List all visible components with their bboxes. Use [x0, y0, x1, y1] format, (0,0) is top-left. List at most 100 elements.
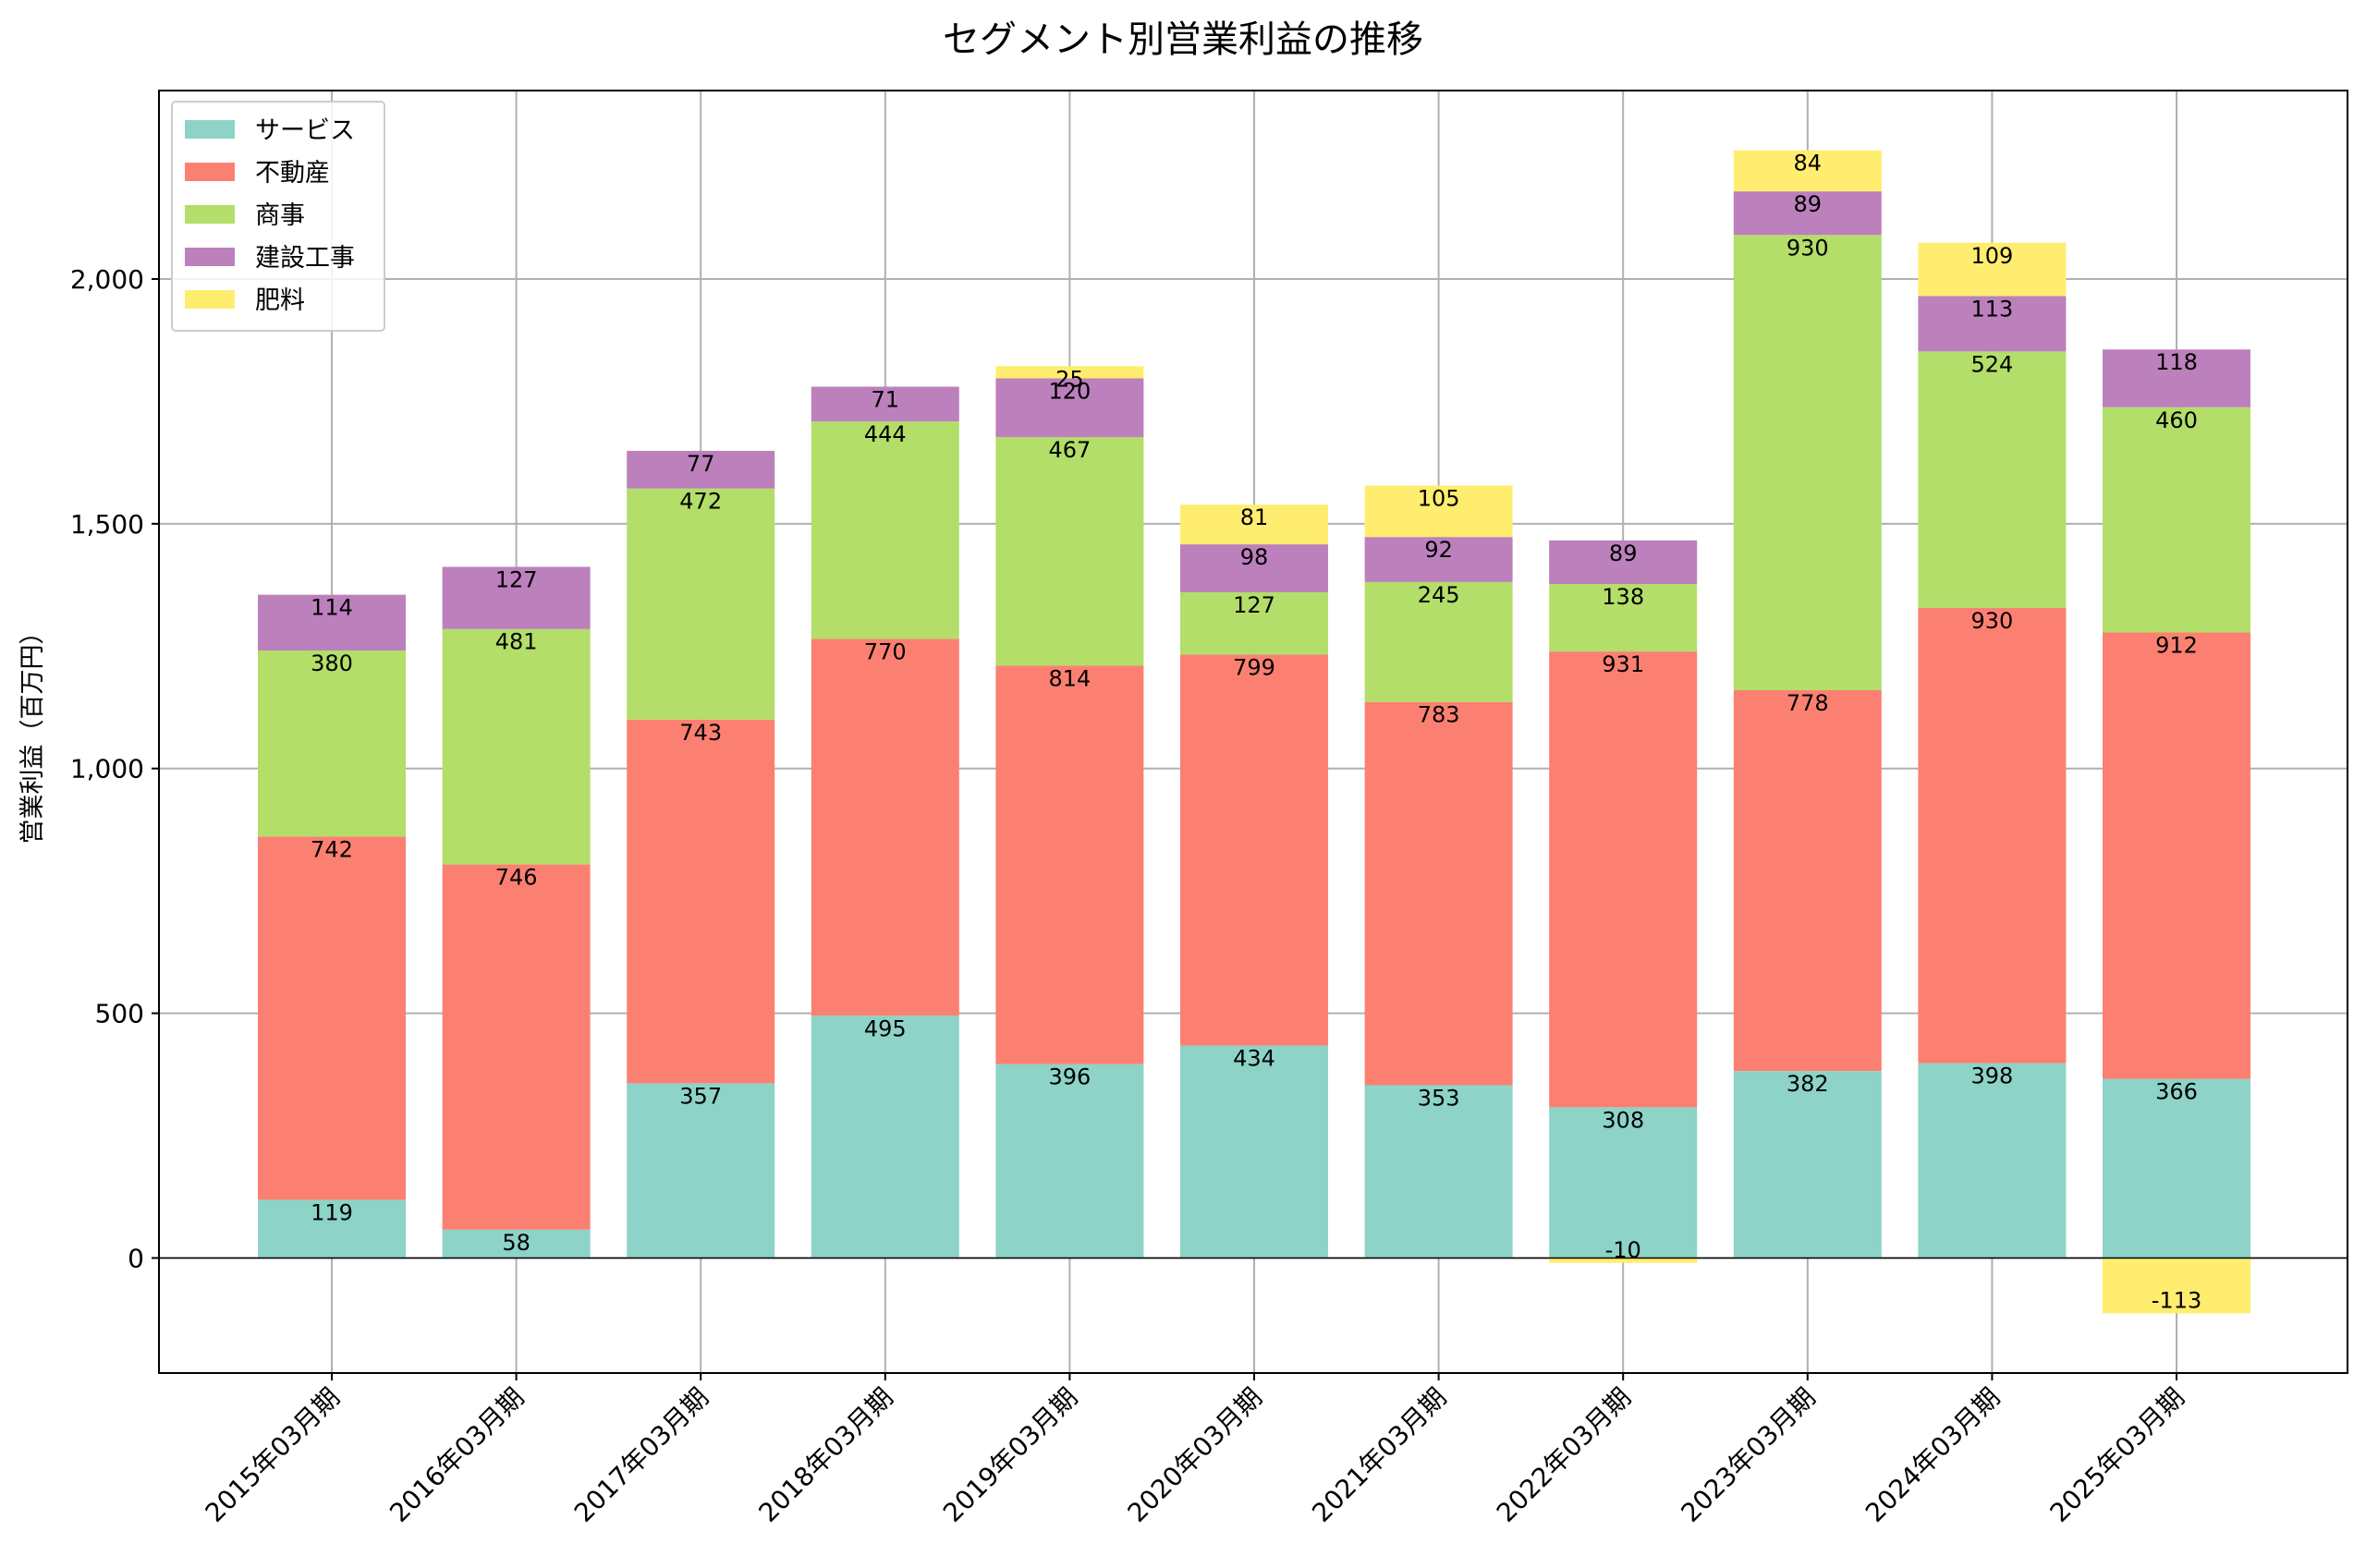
data-label: 382 [1787, 1071, 1829, 1097]
data-label: 113 [1970, 297, 2013, 322]
bar-segment [1180, 1045, 1328, 1258]
legend-box [171, 101, 385, 332]
data-label: 472 [679, 489, 722, 515]
data-label: 746 [495, 865, 538, 891]
y-tick-label: 1,500 [70, 509, 144, 540]
x-tick-label: 2025年03月期 [2044, 1382, 2190, 1528]
bar-segment [1549, 651, 1698, 1108]
legend-entry: 肥料 [255, 286, 305, 315]
data-label: 783 [1418, 702, 1460, 728]
bar-segment [1733, 150, 1882, 192]
data-label: 89 [1794, 191, 1823, 217]
bar-segment [1918, 296, 2067, 352]
data-label: 434 [1233, 1046, 1275, 1072]
bar-segment [1733, 1071, 1882, 1258]
data-label: 58 [502, 1230, 531, 1256]
data-label: 460 [2155, 407, 2198, 433]
bar-segment [1918, 607, 2067, 1064]
bar-segment [627, 1083, 775, 1258]
data-label: 119 [311, 1199, 353, 1225]
bar-segment [1918, 1063, 2067, 1258]
bar-segment [2103, 1078, 2250, 1258]
bar-segment [811, 421, 959, 639]
bar-labels-layer: 119 742 380 114 58 746 481 127 357 743 472 77 495 770… [311, 151, 2201, 1314]
bar-segment [627, 488, 775, 720]
y-tick-label: 1,000 [70, 754, 144, 784]
bar-segment [1364, 485, 1513, 538]
bar-segment [1733, 235, 1882, 690]
x-tick-label: 2015年03月期 [200, 1382, 346, 1528]
bar-segment [1549, 1258, 1698, 1263]
bar-segment [1918, 242, 2067, 297]
data-label: 127 [495, 566, 538, 592]
bar-segment [2103, 407, 2250, 633]
data-label: 912 [2155, 632, 2198, 658]
data-label: 105 [1418, 486, 1460, 512]
bar-segment [995, 1064, 1144, 1258]
bar-segment [442, 1229, 591, 1258]
chart-title: セグメント別営業利益の推移 [943, 18, 1423, 61]
data-label: 814 [1048, 665, 1091, 691]
data-label: 245 [1418, 582, 1460, 608]
legend-swatch [185, 120, 235, 139]
legend-swatch [185, 205, 235, 224]
data-label: 118 [2155, 349, 2198, 375]
bar-segment [995, 437, 1144, 666]
data-label: 742 [311, 836, 353, 862]
bar-segment [1549, 584, 1698, 652]
bar-segment [1364, 581, 1513, 702]
data-label: 467 [1048, 437, 1091, 463]
data-label: 120 [1048, 379, 1091, 405]
bar-segment [811, 1015, 959, 1258]
data-label: 114 [311, 595, 353, 621]
legend-entry: 建設工事 [255, 244, 355, 273]
legend-entry: 不動産 [255, 159, 330, 188]
data-label: 25 [1055, 366, 1084, 392]
data-label: 77 [687, 451, 715, 477]
bar-segment [2103, 632, 2250, 1079]
data-label: 770 [864, 638, 907, 664]
data-label: 308 [1602, 1107, 1644, 1133]
bar-segment [1180, 504, 1328, 545]
bar-segment [442, 628, 591, 865]
x-tick-label: 2019年03月期 [937, 1382, 1083, 1528]
bar-segment [1549, 540, 1698, 585]
bar-segment [995, 366, 1144, 379]
data-label: 380 [311, 650, 353, 676]
data-label: -113 [2152, 1287, 2201, 1313]
bar-segment [1180, 592, 1328, 655]
x-tick-label: 2020年03月期 [1122, 1382, 1268, 1528]
bar-segment [1364, 701, 1513, 1086]
data-label: 84 [1794, 151, 1823, 176]
y-tick-label: 0 [128, 1244, 144, 1274]
legend-swatch [185, 163, 235, 181]
bar-segment [995, 665, 1144, 1064]
data-label: 92 [1424, 537, 1453, 563]
bar-segment [1733, 689, 1882, 1072]
bar-segment [442, 864, 591, 1230]
data-label: 481 [495, 629, 538, 655]
data-label: 353 [1418, 1085, 1460, 1111]
data-label: 396 [1048, 1064, 1091, 1090]
data-label: 930 [1970, 608, 2013, 634]
data-label: -10 [1605, 1237, 1641, 1263]
x-tick-label: 2017年03月期 [568, 1382, 714, 1528]
y-tick-label: 2,000 [70, 264, 144, 295]
legend-entry: 商事 [255, 201, 305, 230]
data-label: 444 [864, 421, 907, 447]
bar-segment [1549, 1107, 1698, 1258]
data-label: 799 [1233, 654, 1275, 680]
bar-segment [2103, 349, 2250, 407]
bar-segment [627, 719, 775, 1084]
bar-segment [258, 1199, 406, 1258]
bar-segment [258, 836, 406, 1200]
data-label: 743 [679, 720, 722, 746]
data-label: 398 [1970, 1064, 2013, 1089]
legend-swatch [185, 290, 235, 309]
bar-segment [442, 566, 591, 629]
x-tick-label: 2024年03月期 [1860, 1382, 2006, 1528]
x-tick-label: 2021年03月期 [1306, 1382, 1452, 1528]
bar-segment [1180, 544, 1328, 593]
bar-segment [811, 638, 959, 1016]
